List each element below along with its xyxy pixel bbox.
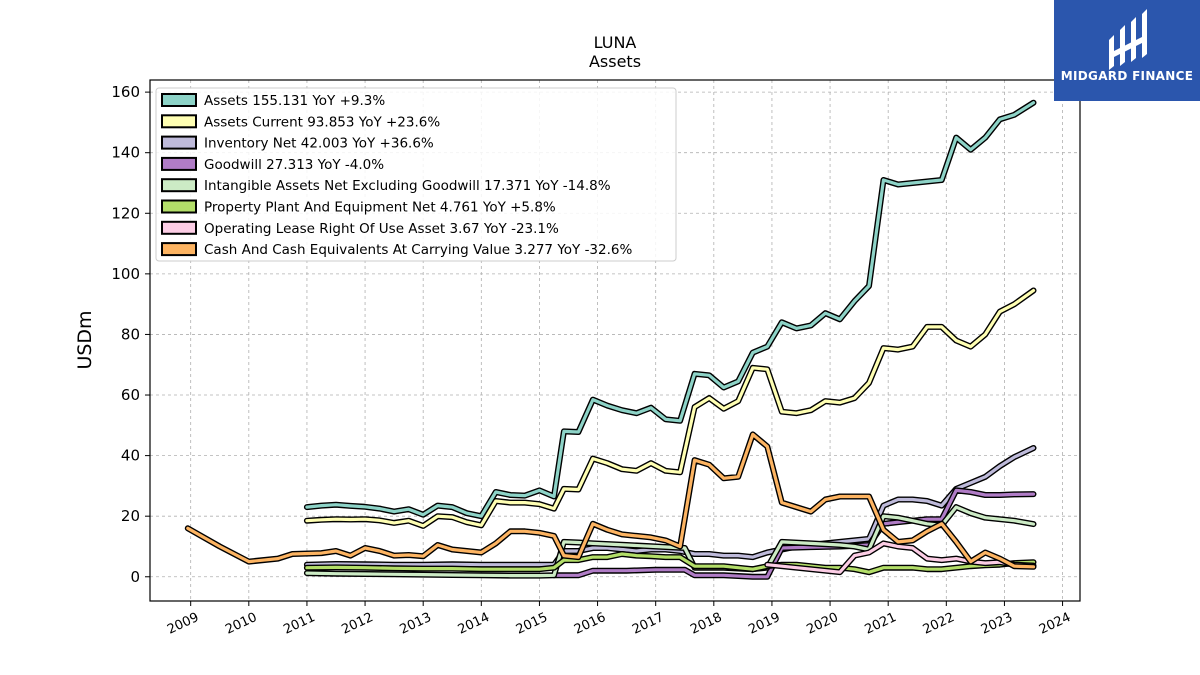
y-tick-label: 140 bbox=[111, 144, 140, 162]
x-axis: 2009 2010 2011 2012 2013 2014 2015 2016 2017 2018… bbox=[165, 601, 1073, 638]
y-axis: 0 20 40 60 80 100 120 140 160 bbox=[111, 83, 150, 586]
legend-swatch bbox=[161, 156, 197, 171]
x-tick-label: 2011 bbox=[281, 610, 317, 638]
x-tick-label: 2012 bbox=[339, 610, 375, 638]
y-axis-label: USDm bbox=[74, 310, 96, 369]
legend-label: Operating Lease Right Of Use Asset 3.67 … bbox=[204, 221, 559, 237]
midgard-logo: MIDGARD FINANCE bbox=[1054, 0, 1200, 101]
plot-frame bbox=[149, 79, 1081, 602]
y-tick-label: 120 bbox=[111, 204, 140, 222]
y-tick-label: 60 bbox=[121, 386, 140, 404]
chart-title: LUNA bbox=[594, 33, 637, 52]
x-tick-label: 2019 bbox=[746, 610, 782, 638]
series-line bbox=[305, 552, 1036, 574]
x-tick-label: 2016 bbox=[572, 610, 608, 638]
series-cash-and-cash-equivalents-at-carrying-value bbox=[184, 431, 1037, 570]
legend-label: Property Plant And Equipment Net 4.761 Y… bbox=[204, 200, 556, 216]
legend-swatch bbox=[161, 114, 197, 129]
y-tick-label: 20 bbox=[121, 507, 140, 525]
x-tick-label: 2020 bbox=[804, 610, 840, 638]
x-tick-label: 2024 bbox=[1037, 610, 1073, 638]
series-line-outline bbox=[303, 287, 1037, 529]
legend-label: Goodwill 27.313 YoY -4.0% bbox=[204, 157, 384, 173]
series-line bbox=[305, 288, 1036, 528]
x-tick-label: 2015 bbox=[514, 610, 550, 638]
series-lines bbox=[184, 99, 1037, 580]
x-tick-label: 2010 bbox=[223, 610, 259, 638]
x-tick-label: 2009 bbox=[165, 610, 201, 638]
y-tick-label: 80 bbox=[121, 325, 140, 343]
series-operating-lease-right-of-use-asset bbox=[764, 540, 1037, 576]
x-tick-label: 2013 bbox=[398, 610, 434, 638]
y-tick-label: 100 bbox=[111, 265, 140, 283]
legend-label: Assets 155.131 YoY +9.3% bbox=[204, 93, 385, 109]
legend-label: Inventory Net 42.003 YoY +36.6% bbox=[204, 136, 434, 152]
legend-box bbox=[155, 87, 677, 262]
series-line bbox=[305, 101, 1036, 518]
x-tick-label: 2014 bbox=[456, 610, 492, 638]
x-tick-label: 2021 bbox=[863, 610, 899, 638]
y-tick-label: 40 bbox=[121, 447, 140, 465]
legend: Assets 155.131 YoY +9.3% Assets Current 9… bbox=[155, 87, 677, 262]
x-tick-label: 2018 bbox=[688, 610, 724, 638]
series-inventory-net bbox=[303, 445, 1037, 568]
legend-swatch bbox=[161, 93, 197, 107]
legend-swatch bbox=[161, 178, 197, 193]
legend-label: Intangible Assets Net Excluding Goodwill… bbox=[204, 178, 611, 194]
legend-swatch bbox=[161, 220, 197, 235]
series-property-plant-and-equipment-net bbox=[303, 551, 1037, 576]
series-line bbox=[305, 446, 1036, 567]
legend-swatch bbox=[161, 199, 197, 214]
x-tick-label: 2017 bbox=[630, 610, 666, 638]
series-line bbox=[186, 432, 1036, 569]
series-assets bbox=[303, 99, 1037, 520]
x-tick-label: 2022 bbox=[921, 610, 957, 638]
y-tick-label: 0 bbox=[130, 568, 140, 586]
series-assets-current bbox=[303, 287, 1037, 529]
midgard-logo-icon bbox=[1109, 9, 1147, 70]
legend-swatch bbox=[161, 135, 197, 150]
legend-label: Assets Current 93.853 YoY +23.6% bbox=[204, 114, 440, 130]
y-tick-label: 160 bbox=[111, 83, 140, 101]
legend-swatch bbox=[161, 242, 197, 257]
legend-label: Cash And Cash Equivalents At Carrying Va… bbox=[204, 242, 632, 258]
logo-text: MIDGARD FINANCE bbox=[1060, 69, 1194, 83]
chart-subtitle: Assets bbox=[589, 52, 641, 71]
series-line bbox=[765, 541, 1036, 574]
x-tick-label: 2023 bbox=[979, 610, 1015, 638]
